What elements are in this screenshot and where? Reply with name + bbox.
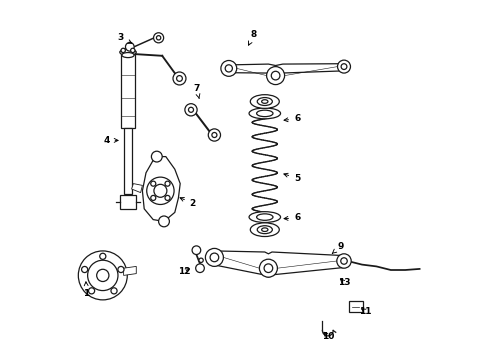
Circle shape: [208, 129, 220, 141]
Polygon shape: [211, 251, 346, 277]
Circle shape: [264, 264, 273, 273]
Circle shape: [225, 65, 232, 72]
Text: 9: 9: [332, 242, 343, 253]
Circle shape: [189, 107, 194, 112]
Circle shape: [341, 258, 347, 264]
Circle shape: [88, 260, 118, 291]
Bar: [120, 195, 136, 209]
Text: 6: 6: [284, 114, 300, 123]
FancyBboxPatch shape: [349, 301, 363, 312]
Circle shape: [337, 254, 351, 268]
Bar: [121, 52, 135, 128]
Ellipse shape: [249, 212, 281, 222]
Ellipse shape: [262, 228, 268, 231]
Text: 11: 11: [359, 307, 372, 316]
Circle shape: [173, 72, 186, 85]
Ellipse shape: [257, 98, 272, 105]
Circle shape: [118, 266, 124, 273]
Polygon shape: [132, 184, 143, 193]
Polygon shape: [143, 157, 180, 221]
Circle shape: [100, 253, 106, 259]
Circle shape: [205, 248, 223, 266]
Circle shape: [210, 253, 219, 262]
Circle shape: [341, 64, 347, 69]
Circle shape: [97, 269, 109, 282]
Ellipse shape: [262, 100, 268, 103]
Text: 12: 12: [177, 267, 190, 276]
Circle shape: [89, 288, 95, 294]
Text: 2: 2: [180, 198, 196, 208]
Circle shape: [153, 33, 164, 43]
Circle shape: [111, 288, 117, 294]
Text: 5: 5: [284, 173, 300, 183]
Circle shape: [156, 36, 161, 40]
Circle shape: [212, 132, 217, 138]
Text: 10: 10: [321, 332, 334, 341]
Circle shape: [151, 181, 156, 186]
Ellipse shape: [250, 223, 279, 237]
Text: 7: 7: [193, 84, 200, 98]
Circle shape: [151, 195, 156, 201]
Circle shape: [185, 104, 197, 116]
Circle shape: [121, 48, 125, 53]
Circle shape: [338, 60, 350, 73]
Ellipse shape: [257, 226, 272, 234]
Polygon shape: [229, 64, 344, 84]
Circle shape: [125, 42, 134, 51]
Text: 6: 6: [284, 213, 300, 222]
Circle shape: [267, 67, 285, 85]
Circle shape: [165, 195, 170, 201]
Circle shape: [159, 216, 170, 227]
Circle shape: [259, 259, 277, 277]
Text: 3: 3: [118, 33, 132, 43]
Circle shape: [151, 151, 162, 162]
Text: 8: 8: [248, 30, 257, 45]
Circle shape: [176, 76, 182, 81]
Circle shape: [154, 184, 167, 197]
Circle shape: [196, 264, 204, 273]
Ellipse shape: [120, 49, 136, 55]
Ellipse shape: [257, 110, 273, 117]
Circle shape: [221, 60, 237, 76]
Circle shape: [271, 71, 280, 80]
Circle shape: [199, 258, 203, 262]
Text: 1: 1: [83, 282, 90, 298]
Circle shape: [147, 177, 174, 204]
Ellipse shape: [249, 108, 281, 119]
Circle shape: [78, 251, 127, 300]
Ellipse shape: [250, 95, 279, 108]
Polygon shape: [123, 266, 136, 275]
Ellipse shape: [122, 53, 134, 58]
Bar: [124, 128, 132, 194]
Circle shape: [192, 246, 201, 255]
Ellipse shape: [257, 214, 273, 220]
Circle shape: [165, 181, 170, 186]
Circle shape: [131, 48, 135, 53]
Text: 4: 4: [103, 136, 118, 145]
Text: 13: 13: [338, 278, 350, 287]
Circle shape: [81, 266, 88, 273]
